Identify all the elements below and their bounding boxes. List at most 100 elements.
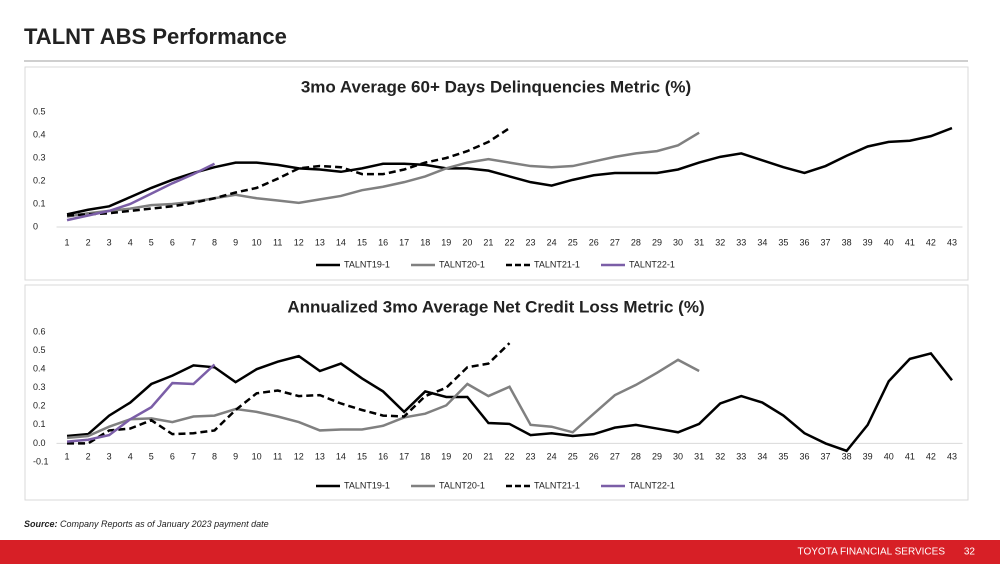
- x-tick-label: 6: [170, 237, 175, 247]
- x-tick-label: 15: [357, 451, 367, 461]
- y-tick-label: -0.1: [33, 456, 49, 466]
- legend-label: TALNT22-1: [629, 480, 675, 490]
- y-tick-label: 0.6: [33, 326, 46, 336]
- series-line: [66, 131, 700, 218]
- x-tick-label: 33: [736, 237, 746, 247]
- x-tick-label: 33: [736, 451, 746, 461]
- legend-label: TALNT20-1: [439, 480, 485, 490]
- x-tick-label: 4: [128, 237, 133, 247]
- x-tick-label: 5: [149, 451, 154, 461]
- x-tick-label: 31: [694, 451, 704, 461]
- x-tick-label: 17: [399, 237, 409, 247]
- x-tick-label: 26: [589, 451, 599, 461]
- x-tick-label: 34: [757, 451, 767, 461]
- x-tick-label: 32: [715, 451, 725, 461]
- x-tick-label: 14: [336, 451, 346, 461]
- x-tick-label: 10: [252, 237, 262, 247]
- y-tick-label: 0.2: [33, 175, 46, 185]
- x-tick-label: 8: [212, 237, 217, 247]
- x-tick-label: 20: [462, 237, 472, 247]
- source: Source: Company Reports as of January 20…: [24, 519, 269, 529]
- x-tick-label: 39: [863, 237, 873, 247]
- y-tick-label: 0.5: [33, 345, 46, 355]
- x-tick-label: 25: [568, 237, 578, 247]
- x-tick-label: 24: [547, 237, 557, 247]
- y-tick-label: 0.2: [33, 401, 46, 411]
- x-tick-label: 11: [273, 451, 282, 461]
- series-line: [66, 358, 700, 440]
- x-tick-label: 41: [905, 451, 915, 461]
- x-tick-label: 28: [631, 237, 641, 247]
- x-tick-label: 35: [778, 451, 788, 461]
- y-tick-label: 0.1: [33, 198, 46, 208]
- x-tick-label: 13: [315, 451, 325, 461]
- x-tick-label: 31: [694, 237, 704, 247]
- x-tick-label: 30: [673, 237, 683, 247]
- y-tick-label: 0: [33, 221, 38, 231]
- x-tick-label: 9: [233, 451, 238, 461]
- source-label: Source:: [24, 519, 58, 529]
- x-tick-label: 8: [212, 451, 217, 461]
- y-tick-label: 0.0: [33, 438, 46, 448]
- x-tick-label: 16: [378, 237, 388, 247]
- slide-title: TALNT ABS Performance: [24, 24, 287, 49]
- x-tick-label: 37: [821, 237, 831, 247]
- legend-label: TALNT19-1: [344, 480, 390, 490]
- x-tick-label: 10: [252, 451, 262, 461]
- x-tick-label: 6: [170, 451, 175, 461]
- x-tick-label: 37: [821, 451, 831, 461]
- x-tick-label: 18: [420, 451, 430, 461]
- x-tick-label: 11: [273, 237, 282, 247]
- series-line: [66, 363, 216, 443]
- x-tick-label: 12: [294, 237, 304, 247]
- x-tick-label: 42: [926, 237, 936, 247]
- y-tick-label: 0.3: [33, 382, 46, 392]
- legend-label: TALNT20-1: [439, 259, 485, 269]
- chart-title: 3mo Average 60+ Days Delinquencies Metri…: [301, 77, 691, 96]
- x-tick-label: 43: [947, 451, 957, 461]
- x-tick-label: 35: [778, 237, 788, 247]
- x-tick-label: 40: [884, 237, 894, 247]
- x-tick-label: 24: [547, 451, 557, 461]
- x-tick-label: 22: [504, 451, 514, 461]
- x-tick-label: 43: [947, 237, 957, 247]
- x-tick-label: 13: [315, 237, 325, 247]
- series-line: [66, 162, 216, 222]
- x-tick-label: 19: [441, 237, 451, 247]
- x-tick-label: 3: [107, 451, 112, 461]
- y-tick-label: 0.1: [33, 419, 46, 429]
- x-tick-label: 41: [905, 237, 915, 247]
- x-tick-label: 19: [441, 451, 451, 461]
- page-number: 32: [964, 547, 976, 558]
- x-tick-label: 27: [610, 451, 620, 461]
- x-tick-label: 3: [107, 237, 112, 247]
- x-tick-label: 7: [191, 451, 196, 461]
- x-tick-label: 4: [128, 451, 133, 461]
- x-tick-label: 28: [631, 451, 641, 461]
- x-tick-label: 18: [420, 237, 430, 247]
- x-tick-label: 9: [233, 237, 238, 247]
- y-tick-label: 0.4: [33, 129, 46, 139]
- x-tick-label: 30: [673, 451, 683, 461]
- chart-title: Annualized 3mo Average Net Credit Loss M…: [287, 297, 704, 316]
- x-tick-label: 25: [568, 451, 578, 461]
- y-tick-label: 0.4: [33, 364, 46, 374]
- footer-bar: [0, 540, 1000, 564]
- x-tick-label: 12: [294, 451, 304, 461]
- source-text: Company Reports as of January 2023 payme…: [60, 519, 269, 529]
- x-tick-label: 32: [715, 237, 725, 247]
- x-tick-label: 29: [652, 237, 662, 247]
- x-tick-label: 16: [378, 451, 388, 461]
- x-tick-label: 17: [399, 451, 409, 461]
- x-tick-label: 21: [483, 237, 493, 247]
- x-tick-label: 7: [191, 237, 196, 247]
- x-tick-label: 36: [799, 237, 809, 247]
- x-tick-label: 1: [65, 451, 70, 461]
- x-tick-label: 1: [65, 237, 70, 247]
- x-tick-label: 38: [842, 237, 852, 247]
- series-line: [67, 342, 511, 445]
- x-tick-label: 2: [86, 237, 91, 247]
- legend-label: TALNT19-1: [344, 259, 390, 269]
- y-tick-label: 0.3: [33, 152, 46, 162]
